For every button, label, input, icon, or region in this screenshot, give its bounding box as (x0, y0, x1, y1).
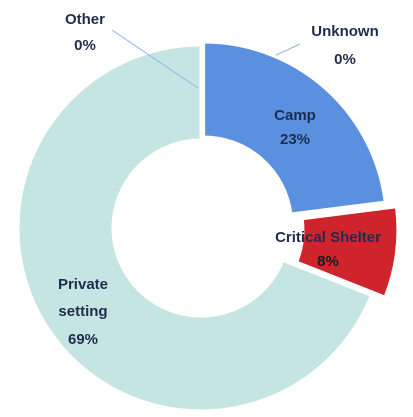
donut-slice (16, 43, 374, 413)
slice-label: Unknown (311, 23, 379, 40)
slice-value-label: 23% (280, 131, 310, 148)
slice-value-label: 0% (74, 37, 96, 54)
donut-slice (202, 40, 387, 216)
slice-label: Critical Shelter (275, 229, 381, 246)
slice-label: Camp (274, 107, 316, 124)
slice-value-label: 69% (68, 331, 98, 348)
slice-label: Other (65, 11, 105, 28)
slice-label: Private setting (58, 276, 108, 320)
slice-value-label: 8% (317, 253, 339, 270)
leader-line (111, 29, 199, 89)
donut-slice (294, 205, 400, 300)
slice-value-label: 0% (334, 51, 356, 68)
